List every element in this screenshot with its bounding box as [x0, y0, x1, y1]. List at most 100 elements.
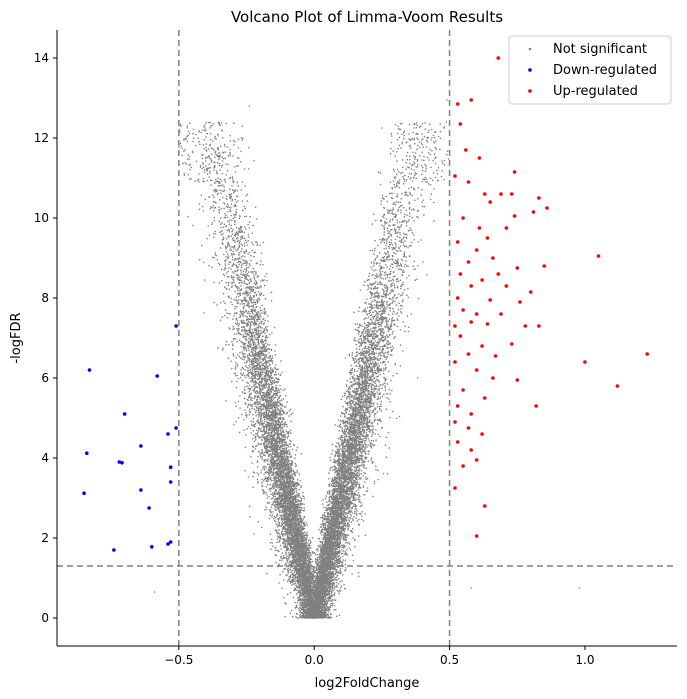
up-regulated-point-54	[483, 396, 487, 400]
down-regulated-point-9	[147, 506, 151, 510]
up-regulated-point-25	[515, 266, 520, 270]
down-regulated-point-13	[168, 465, 173, 470]
up-regulated-point-7	[453, 174, 457, 178]
threshold-lines	[57, 30, 677, 646]
x-tick-label-0: −0.5	[164, 653, 193, 667]
up-regulated-point-47	[493, 354, 498, 358]
up-regulated-point-63	[474, 458, 479, 462]
up-regulated-point-61	[455, 440, 460, 444]
up-regulated-point-12	[488, 200, 493, 204]
up-regulated-point-45	[480, 344, 484, 348]
chart-title: Volcano Plot of Limma-Voom Results	[231, 8, 503, 26]
tick-labels: −0.5 0.0 0.5 1.0 0 2 4 6 8 10 12 14	[34, 51, 595, 667]
legend-marker-not-significant	[528, 47, 532, 51]
legend-label-not-significant: Not significant	[553, 42, 647, 57]
up-regulated-point-40	[469, 320, 474, 324]
up-regulated-series	[453, 56, 649, 538]
y-tick-label-0: 0	[41, 611, 49, 625]
up-regulated-point-50	[474, 368, 479, 372]
up-regulated-point-29	[496, 272, 501, 276]
up-regulated-point-51	[491, 376, 495, 380]
up-regulated-point-65	[453, 486, 457, 490]
up-regulated-point-27	[458, 272, 463, 276]
up-regulated-point-10	[499, 192, 503, 196]
down-regulated-point-7	[139, 444, 143, 448]
down-regulated-series	[82, 324, 178, 552]
up-regulated-point-24	[466, 260, 471, 264]
up-regulated-point-8	[466, 180, 471, 184]
down-regulated-point-17	[174, 426, 178, 430]
down-regulated-point-2	[85, 451, 89, 456]
up-regulated-point-4	[464, 148, 468, 152]
up-regulated-point-31	[504, 284, 509, 288]
axes	[56, 30, 677, 647]
up-regulated-point-5	[477, 156, 482, 160]
up-regulated-point-13	[537, 196, 541, 200]
up-regulated-point-69	[583, 360, 587, 364]
down-regulated-point-15	[166, 542, 170, 546]
legend-marker-up-regulated	[528, 89, 532, 93]
up-regulated-point-43	[537, 324, 541, 328]
down-regulated-point-14	[168, 480, 173, 484]
up-regulated-point-55	[455, 404, 460, 408]
down-regulated-point-3	[112, 548, 116, 552]
not-significant-points	[153, 99, 581, 619]
legend: Not significant Down-regulated Up-regula…	[508, 35, 672, 105]
down-regulated-point-1	[82, 491, 86, 496]
up-regulated-point-58	[453, 420, 457, 424]
up-regulated-point-22	[474, 248, 479, 252]
up-regulated-point-60	[480, 432, 484, 436]
up-regulated-point-49	[453, 360, 457, 364]
down-regulated-point-4	[122, 412, 127, 416]
up-regulated-point-41	[485, 322, 490, 326]
up-regulated-point-32	[529, 290, 533, 294]
up-regulated-point-26	[542, 264, 547, 268]
up-regulated-point-1	[455, 102, 460, 106]
y-tick-label-6: 12	[34, 131, 49, 145]
up-regulated-point-6	[512, 170, 517, 174]
up-regulated-point-35	[518, 300, 522, 304]
y-axis-title: -logFDR	[9, 312, 24, 363]
up-regulated-point-64	[461, 464, 465, 468]
up-regulated-point-2	[469, 98, 474, 102]
up-regulated-point-14	[545, 206, 549, 210]
x-tick-label-3: 1.0	[575, 653, 594, 667]
up-regulated-point-9	[483, 192, 487, 196]
y-tick-label-5: 10	[34, 211, 49, 225]
up-regulated-point-62	[469, 448, 474, 452]
up-regulated-point-52	[515, 378, 520, 382]
up-regulated-point-59	[466, 426, 471, 430]
up-regulated-point-38	[499, 312, 503, 316]
up-regulated-point-36	[461, 308, 465, 312]
down-regulated-point-18	[174, 324, 178, 328]
up-regulated-point-53	[461, 388, 465, 392]
up-regulated-point-44	[458, 334, 463, 338]
legend-marker-down-regulated	[528, 68, 532, 72]
legend-label-down-regulated: Down-regulated	[553, 63, 657, 78]
down-regulated-point-0	[87, 368, 92, 372]
up-regulated-point-66	[483, 504, 487, 508]
down-regulated-point-12	[166, 432, 170, 436]
down-regulated-point-11	[155, 374, 159, 378]
y-tick-label-2: 4	[41, 451, 49, 465]
y-tick-label-7: 14	[34, 51, 49, 65]
up-regulated-point-57	[469, 412, 474, 416]
x-tick-label-2: 0.5	[440, 653, 459, 667]
up-regulated-point-68	[596, 254, 601, 258]
up-regulated-point-28	[480, 278, 484, 282]
up-regulated-point-19	[504, 226, 509, 230]
up-regulated-point-20	[485, 236, 490, 240]
up-regulated-point-16	[531, 210, 536, 214]
up-regulated-point-42	[523, 324, 528, 328]
up-regulated-point-33	[455, 296, 460, 300]
legend-box	[508, 35, 672, 105]
down-regulated-point-5	[117, 460, 122, 464]
up-regulated-point-67	[474, 534, 479, 538]
y-tick-label-3: 6	[41, 371, 49, 385]
up-regulated-point-17	[461, 216, 465, 220]
up-regulated-point-11	[510, 192, 514, 196]
down-regulated-point-6	[120, 461, 124, 465]
up-regulated-point-15	[512, 214, 517, 218]
